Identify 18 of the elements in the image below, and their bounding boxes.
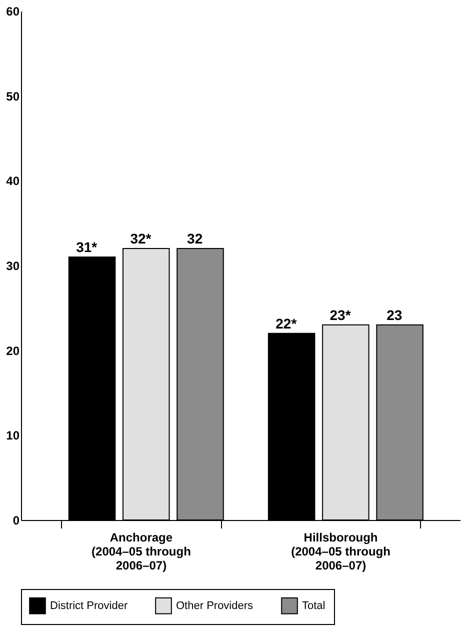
y-tick-label: 30 xyxy=(6,259,20,273)
legend-label: Other Providers xyxy=(176,600,254,612)
y-tick-label: 20 xyxy=(6,344,20,358)
legend-label: District Provider xyxy=(50,600,128,612)
y-tick-label: 60 xyxy=(6,4,20,18)
data-label: 32 xyxy=(187,230,203,247)
x-tick-label: Anchorage (2004–05 through 2006–07) xyxy=(92,530,191,572)
data-label: 32* xyxy=(130,230,152,247)
y-tick-label: 10 xyxy=(6,428,20,443)
data-label: 23 xyxy=(386,306,402,323)
y-tick-label: 50 xyxy=(6,89,20,104)
data-label: 22* xyxy=(276,315,298,332)
data-label: 31* xyxy=(76,239,98,256)
legend-label: Total xyxy=(302,600,326,612)
data-label: 23* xyxy=(330,306,352,323)
y-tick-label: 0 xyxy=(12,514,20,528)
x-tick-label: Hillsborough (2004–05 through 2006–07) xyxy=(291,530,390,572)
y-tick-label: 40 xyxy=(6,174,20,188)
